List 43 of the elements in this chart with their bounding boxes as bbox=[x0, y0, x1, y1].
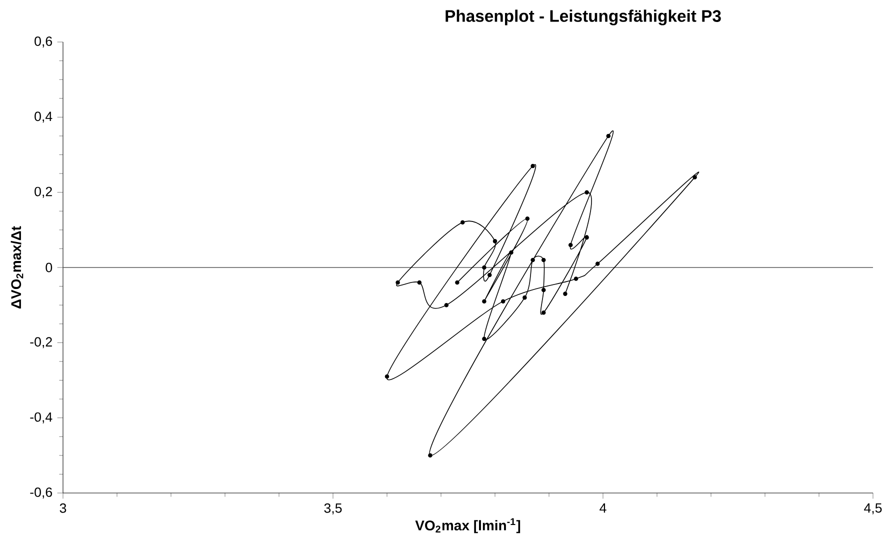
point bbox=[574, 276, 578, 281]
point bbox=[482, 336, 486, 342]
y-tick-label: 0,2 bbox=[34, 186, 52, 198]
point bbox=[396, 280, 400, 285]
point bbox=[595, 262, 600, 266]
point bbox=[417, 280, 422, 285]
point bbox=[541, 288, 546, 292]
x-tick-label: 4,5 bbox=[864, 503, 882, 514]
point bbox=[541, 258, 546, 262]
point bbox=[492, 239, 498, 244]
point bbox=[584, 190, 589, 194]
y-tick-label: -0,4 bbox=[30, 412, 52, 424]
x-tick-label: 3,5 bbox=[324, 503, 342, 514]
point bbox=[568, 242, 573, 248]
point bbox=[509, 250, 514, 255]
point bbox=[530, 164, 535, 168]
x-axis-title: VO$_{2}$max [lmin$^{-1}$] bbox=[415, 518, 520, 534]
chart-title: Phasenplot - Leistungsfähigkeit P3 bbox=[446, 10, 721, 26]
point bbox=[563, 292, 568, 296]
point bbox=[482, 265, 486, 270]
y-tick-label: 0 bbox=[46, 262, 52, 272]
y-tick-label: 0,4 bbox=[34, 112, 52, 123]
point bbox=[606, 134, 611, 138]
y-tick-label: -0,6 bbox=[30, 488, 52, 499]
point bbox=[541, 310, 546, 315]
point bbox=[692, 175, 697, 180]
point bbox=[455, 280, 460, 285]
point bbox=[384, 374, 390, 379]
point bbox=[584, 235, 589, 240]
point bbox=[487, 272, 492, 278]
point bbox=[428, 453, 432, 458]
point bbox=[522, 295, 527, 300]
point bbox=[444, 302, 449, 308]
x-tick-label: 4 bbox=[600, 503, 606, 513]
point bbox=[482, 299, 486, 304]
point bbox=[525, 216, 530, 221]
y-tick-label: 0,6 bbox=[34, 36, 52, 48]
point bbox=[530, 258, 535, 262]
point bbox=[500, 299, 506, 304]
x-tick-label: 3 bbox=[60, 503, 66, 513]
y-tick-label: -0,2 bbox=[30, 337, 52, 348]
y-axis-title: ΔVO$_{2}$max/Δt bbox=[10, 226, 24, 308]
point bbox=[460, 220, 465, 225]
